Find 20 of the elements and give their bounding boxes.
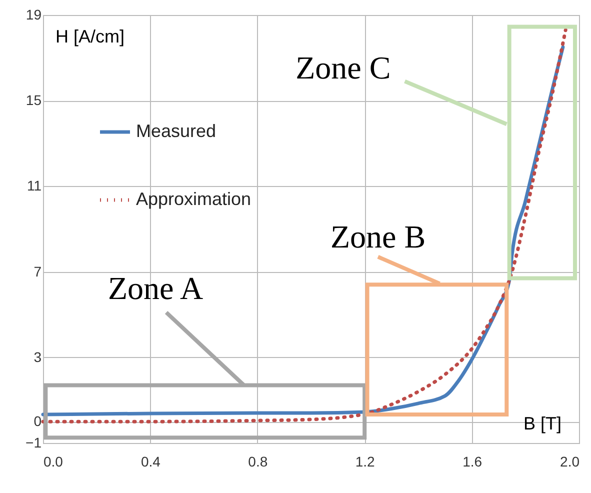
x-tick-label: 0.4 <box>140 454 161 470</box>
annotation: Zone B <box>330 218 426 255</box>
legend-label: Measured <box>136 121 216 141</box>
x-tick-label: 1.6 <box>462 454 482 470</box>
y-tick-label: 0 <box>34 413 42 430</box>
y-tick-label: 3 <box>34 348 42 365</box>
annotation: Zone A <box>108 270 204 306</box>
x-tick-label: 0.8 <box>248 454 268 470</box>
y-tick-label: 7 <box>34 263 42 280</box>
y-tick-label: −1 <box>26 434 42 450</box>
legend-label: Approximation <box>136 189 252 209</box>
x-tick-label: 0.0 <box>44 454 64 470</box>
y-tick-label: 19 <box>26 6 42 22</box>
y-tick-label: 15 <box>26 92 42 108</box>
annotation: Zone C <box>296 50 391 86</box>
x-axis-title: B [T] <box>524 414 562 434</box>
x-tick-label: 1.2 <box>355 454 376 470</box>
x-tick-label: 2.0 <box>560 454 580 470</box>
y-axis-title: H [A/cm] <box>56 26 125 46</box>
y-tick-label: 11 <box>26 178 42 194</box>
